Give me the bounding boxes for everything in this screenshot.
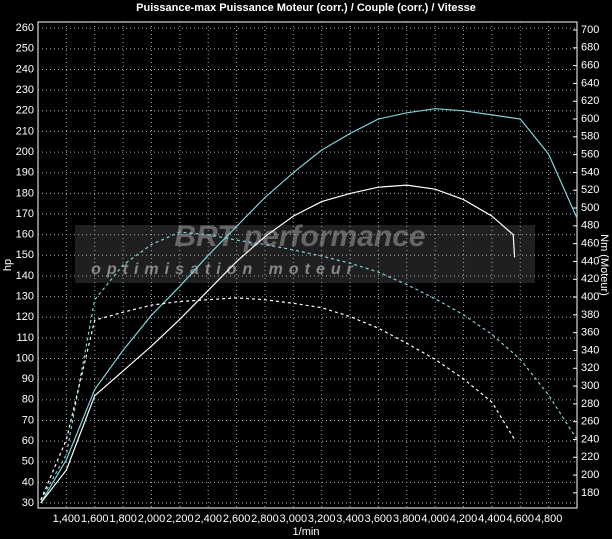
y2-tick-label: 500 — [581, 202, 599, 214]
chart-title: Puissance-max Puissance Moteur (corr.) /… — [136, 2, 476, 14]
y2-tick-label: 680 — [581, 42, 599, 54]
y-tick-label: 250 — [16, 43, 34, 55]
watermark-logo: BRT performance — [174, 220, 425, 253]
y2-tick-label: 240 — [581, 433, 599, 445]
y-tick-label: 190 — [16, 167, 34, 179]
x-tick-label: 3,800 — [393, 513, 421, 525]
y-tick-label: 180 — [16, 187, 34, 199]
y-tick-label: 260 — [16, 22, 34, 34]
y-tick-label: 80 — [22, 394, 34, 406]
y-tick-label: 230 — [16, 84, 34, 96]
x-tick-label: 1,800 — [109, 513, 137, 525]
series-line — [40, 297, 516, 501]
x-tick-label: 4,600 — [506, 513, 534, 525]
y-tick-label: 120 — [16, 311, 34, 323]
x-tick-label: 3,600 — [365, 513, 393, 525]
y2-tick-label: 580 — [581, 131, 599, 143]
y-tick-label: 50 — [22, 456, 34, 468]
y-axis-label: hp — [2, 259, 14, 271]
x-tick-label: 3,200 — [308, 513, 336, 525]
x-tick-label: 2,200 — [166, 513, 194, 525]
y2-tick-label: 400 — [581, 291, 599, 303]
y2-tick-label: 380 — [581, 309, 599, 321]
y-tick-label: 100 — [16, 352, 34, 364]
y2-tick-label: 560 — [581, 149, 599, 161]
y-tick-label: 60 — [22, 435, 34, 447]
y2-tick-label: 620 — [581, 95, 599, 107]
y2-tick-label: 540 — [581, 166, 599, 178]
watermark-tagline: optimisation moteur — [91, 261, 359, 278]
y2-tick-label: 180 — [581, 487, 599, 499]
y-tick-label: 210 — [16, 125, 34, 137]
y2-tick-label: 200 — [581, 469, 599, 481]
series-line — [40, 231, 578, 501]
y2-tick-label: 420 — [581, 273, 599, 285]
y2-tick-label: 640 — [581, 77, 599, 89]
x-tick-label: 2,600 — [223, 513, 251, 525]
x-tick-label: 2,000 — [138, 513, 166, 525]
x-tick-label: 4,400 — [478, 513, 506, 525]
y2-tick-label: 340 — [581, 344, 599, 356]
y-tick-label: 150 — [16, 249, 34, 261]
y-tick-label: 30 — [22, 497, 34, 509]
y-tick-label: 140 — [16, 270, 34, 282]
y-tick-label: 160 — [16, 229, 34, 241]
y2-tick-label: 260 — [581, 416, 599, 428]
y2-tick-label: 320 — [581, 362, 599, 374]
y2-tick-label: 480 — [581, 220, 599, 232]
plot-frame — [37, 21, 578, 509]
y2-tick-label: 440 — [581, 255, 599, 267]
series-line — [40, 108, 578, 504]
series-line — [40, 184, 516, 504]
x-tick-label: 3,400 — [336, 513, 364, 525]
y2-tick-label: 660 — [581, 60, 599, 72]
y2-tick-label: 300 — [581, 380, 599, 392]
x-tick-label: 1,600 — [81, 513, 109, 525]
y-tick-label: 70 — [22, 414, 34, 426]
y2-axis-label: Nm (Moteur) — [598, 234, 610, 296]
y2-tick-label: 700 — [581, 24, 599, 36]
y2-tick-label: 360 — [581, 327, 599, 339]
y-tick-label: 170 — [16, 208, 34, 220]
y-tick-label: 240 — [16, 63, 34, 75]
y-tick-label: 130 — [16, 290, 34, 302]
x-tick-label: 2,800 — [251, 513, 279, 525]
y-tick-label: 200 — [16, 146, 34, 158]
y-tick-label: 40 — [22, 476, 34, 488]
x-tick-label: 4,000 — [421, 513, 449, 525]
x-tick-label: 1,400 — [53, 513, 81, 525]
y2-tick-label: 280 — [581, 398, 599, 410]
y2-tick-label: 520 — [581, 184, 599, 196]
x-tick-label: 4,800 — [535, 513, 563, 525]
y2-tick-label: 600 — [581, 113, 599, 125]
y-tick-label: 90 — [22, 373, 34, 385]
y-tick-label: 220 — [16, 105, 34, 117]
y-tick-label: 110 — [16, 332, 34, 344]
x-tick-label: 3,000 — [280, 513, 308, 525]
x-axis-label: 1/min — [293, 526, 320, 538]
y2-tick-label: 220 — [581, 451, 599, 463]
x-tick-label: 2,400 — [194, 513, 222, 525]
y2-tick-label: 460 — [581, 238, 599, 250]
x-tick-label: 4,200 — [450, 513, 478, 525]
